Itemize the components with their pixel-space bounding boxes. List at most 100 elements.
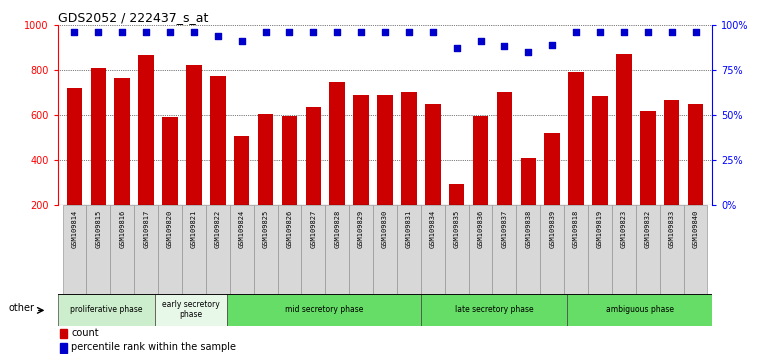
Point bbox=[427, 29, 439, 35]
Text: GSM109815: GSM109815 bbox=[95, 210, 102, 248]
Point bbox=[522, 49, 534, 55]
Text: GSM109837: GSM109837 bbox=[501, 210, 507, 248]
Point bbox=[212, 33, 224, 39]
Point bbox=[594, 29, 606, 35]
Bar bbox=[206, 205, 229, 294]
Bar bbox=[110, 205, 134, 294]
Bar bbox=[349, 205, 373, 294]
Bar bbox=[186, 65, 202, 205]
Text: other: other bbox=[8, 303, 35, 313]
Text: GSM109831: GSM109831 bbox=[406, 210, 412, 248]
Bar bbox=[353, 95, 369, 205]
Bar bbox=[258, 114, 273, 205]
Bar bbox=[612, 205, 636, 294]
Bar bbox=[592, 96, 608, 205]
Bar bbox=[210, 75, 226, 205]
Text: GSM109824: GSM109824 bbox=[239, 210, 245, 248]
Text: GSM109820: GSM109820 bbox=[167, 210, 173, 248]
Text: GSM109821: GSM109821 bbox=[191, 210, 197, 248]
Point bbox=[689, 29, 701, 35]
Bar bbox=[588, 205, 612, 294]
Text: ambiguous phase: ambiguous phase bbox=[605, 305, 674, 314]
Bar bbox=[86, 205, 110, 294]
Bar bbox=[616, 54, 631, 205]
Bar bbox=[469, 205, 493, 294]
Bar bbox=[567, 294, 712, 326]
Text: GSM109814: GSM109814 bbox=[72, 210, 78, 248]
Text: GSM109834: GSM109834 bbox=[430, 210, 436, 248]
Text: GSM109818: GSM109818 bbox=[573, 210, 579, 248]
Text: late secretory phase: late secretory phase bbox=[455, 305, 534, 314]
Bar bbox=[58, 294, 155, 326]
Point bbox=[665, 29, 678, 35]
Text: GSM109825: GSM109825 bbox=[263, 210, 269, 248]
Text: GSM109823: GSM109823 bbox=[621, 210, 627, 248]
Bar bbox=[660, 205, 684, 294]
Text: GSM109835: GSM109835 bbox=[454, 210, 460, 248]
Text: GSM109829: GSM109829 bbox=[358, 210, 364, 248]
Bar bbox=[60, 329, 68, 338]
Point bbox=[379, 29, 391, 35]
Bar bbox=[544, 133, 560, 205]
Text: GSM109832: GSM109832 bbox=[644, 210, 651, 248]
Bar bbox=[330, 82, 345, 205]
Point bbox=[164, 29, 176, 35]
Text: GSM109836: GSM109836 bbox=[477, 210, 484, 248]
Text: GSM109828: GSM109828 bbox=[334, 210, 340, 248]
Bar bbox=[229, 205, 253, 294]
Bar bbox=[60, 343, 68, 353]
Bar bbox=[115, 78, 130, 205]
Point bbox=[307, 29, 320, 35]
Point bbox=[92, 29, 105, 35]
Text: early secretory
phase: early secretory phase bbox=[162, 300, 220, 319]
Bar bbox=[425, 104, 440, 205]
Point bbox=[570, 29, 582, 35]
Text: GSM109839: GSM109839 bbox=[549, 210, 555, 248]
Bar bbox=[421, 294, 567, 326]
Text: GSM109840: GSM109840 bbox=[692, 210, 698, 248]
Point bbox=[355, 29, 367, 35]
Bar bbox=[301, 205, 325, 294]
Point bbox=[450, 45, 463, 51]
Bar bbox=[397, 205, 421, 294]
Bar bbox=[325, 205, 349, 294]
Text: GDS2052 / 222437_s_at: GDS2052 / 222437_s_at bbox=[58, 11, 208, 24]
Bar bbox=[640, 110, 655, 205]
Bar bbox=[277, 205, 301, 294]
Point bbox=[641, 29, 654, 35]
Point bbox=[283, 29, 296, 35]
Bar bbox=[67, 88, 82, 205]
Text: mid secretory phase: mid secretory phase bbox=[285, 305, 363, 314]
Bar bbox=[401, 92, 417, 205]
Text: GSM109826: GSM109826 bbox=[286, 210, 293, 248]
Text: GSM109822: GSM109822 bbox=[215, 210, 221, 248]
Point bbox=[403, 29, 415, 35]
Bar bbox=[421, 205, 445, 294]
Text: GSM109827: GSM109827 bbox=[310, 210, 316, 248]
Text: percentile rank within the sample: percentile rank within the sample bbox=[71, 342, 236, 353]
Bar bbox=[377, 95, 393, 205]
Point bbox=[236, 38, 248, 44]
Bar bbox=[568, 72, 584, 205]
Bar bbox=[497, 92, 512, 205]
Point bbox=[498, 44, 511, 49]
Point bbox=[188, 29, 200, 35]
Text: GSM109819: GSM109819 bbox=[597, 210, 603, 248]
Bar bbox=[155, 294, 227, 326]
Bar bbox=[282, 116, 297, 205]
Bar bbox=[445, 205, 469, 294]
Text: GSM109817: GSM109817 bbox=[143, 210, 149, 248]
Bar bbox=[158, 205, 182, 294]
Point bbox=[546, 42, 558, 47]
Bar bbox=[449, 184, 464, 205]
Bar bbox=[517, 205, 541, 294]
Point bbox=[331, 29, 343, 35]
Bar bbox=[564, 205, 588, 294]
Point bbox=[618, 29, 630, 35]
Bar bbox=[139, 55, 154, 205]
Bar bbox=[162, 117, 178, 205]
Bar bbox=[227, 294, 421, 326]
Bar bbox=[373, 205, 397, 294]
Point bbox=[259, 29, 272, 35]
Bar bbox=[684, 205, 708, 294]
